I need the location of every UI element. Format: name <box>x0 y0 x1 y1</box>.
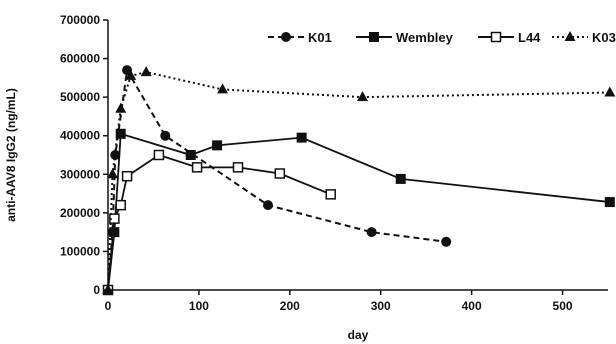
series-wembley <box>103 128 615 295</box>
y-tick-label: 700000 <box>60 13 100 27</box>
series-line-k01 <box>107 67 447 291</box>
x-tick-label: 0 <box>105 299 112 313</box>
x-tick-label: 200 <box>280 299 300 313</box>
data-point-wembley <box>395 173 406 184</box>
data-point-k01 <box>160 130 171 141</box>
data-point-l44 <box>232 162 244 173</box>
data-point-k03 <box>217 83 229 94</box>
legend-item-k03: K03 <box>552 30 616 45</box>
legend-marker <box>369 32 379 42</box>
legend-label: K01 <box>308 30 332 45</box>
data-point-wembley <box>212 140 223 151</box>
legend-label: L44 <box>518 30 541 45</box>
legend-marker <box>490 31 502 43</box>
legend: K01 Wembley L44 K03 <box>268 30 616 45</box>
y-tick-label: 0 <box>93 283 100 297</box>
data-point-l44 <box>191 162 203 173</box>
x-tick-label: 100 <box>189 299 209 313</box>
y-tick-label: 600000 <box>60 52 100 66</box>
data-point-wembley <box>115 128 126 139</box>
legend-marker <box>281 32 291 42</box>
data-point-k01 <box>263 200 273 211</box>
data-point-k03 <box>115 102 127 113</box>
legend-item-l44: L44 <box>478 30 541 45</box>
data-point-l44 <box>325 189 336 200</box>
y-tick-label: 100000 <box>60 244 100 258</box>
data-point-wembley <box>296 132 307 143</box>
y-tick-label: 400000 <box>60 129 100 143</box>
data-point-wembley <box>604 197 615 208</box>
x-axis-ticks: 0 100 200 300 400 500 <box>105 290 573 313</box>
data-point-l44 <box>121 170 133 182</box>
y-axis-title: anti-AAV8 IgG2 (ng/mL) <box>4 88 18 222</box>
x-tick-label: 500 <box>553 299 573 313</box>
data-point-l44 <box>153 149 165 161</box>
legend-label: K03 <box>592 30 616 45</box>
legend-item-wembley: Wembley <box>356 30 454 45</box>
legend-label: Wembley <box>396 30 454 45</box>
series-line-k03 <box>107 71 610 291</box>
data-point-k03 <box>140 66 152 77</box>
legend-item-k01: K01 <box>268 30 332 45</box>
data-point-wembley <box>109 227 120 238</box>
series-line-wembley <box>107 132 610 291</box>
plot-area <box>102 65 616 296</box>
data-point-l44 <box>274 168 286 179</box>
x-tick-label: 300 <box>371 299 391 313</box>
y-tick-label: 500000 <box>60 90 100 104</box>
data-point-wembley <box>185 150 196 160</box>
y-axis-ticks: 0 100000 200000 300000 400000 500000 600000 700… <box>60 13 108 297</box>
y-tick-label: 300000 <box>60 167 100 181</box>
data-point-k01 <box>441 236 452 247</box>
data-point-k03 <box>604 86 616 97</box>
data-point-k01 <box>366 227 377 238</box>
data-point-l44 <box>115 199 126 211</box>
data-point-k03 <box>357 91 369 102</box>
data-point-k03 <box>107 168 119 179</box>
axes: 0 100000 200000 300000 400000 500000 600000 700… <box>60 13 608 313</box>
series-k03 <box>102 66 616 294</box>
series-line-l44 <box>107 154 332 291</box>
data-point-k03 <box>125 69 137 80</box>
x-tick-label: 400 <box>462 299 482 313</box>
x-axis-title: day <box>348 328 369 342</box>
y-tick-label: 200000 <box>60 206 100 220</box>
legend-marker <box>564 31 576 41</box>
